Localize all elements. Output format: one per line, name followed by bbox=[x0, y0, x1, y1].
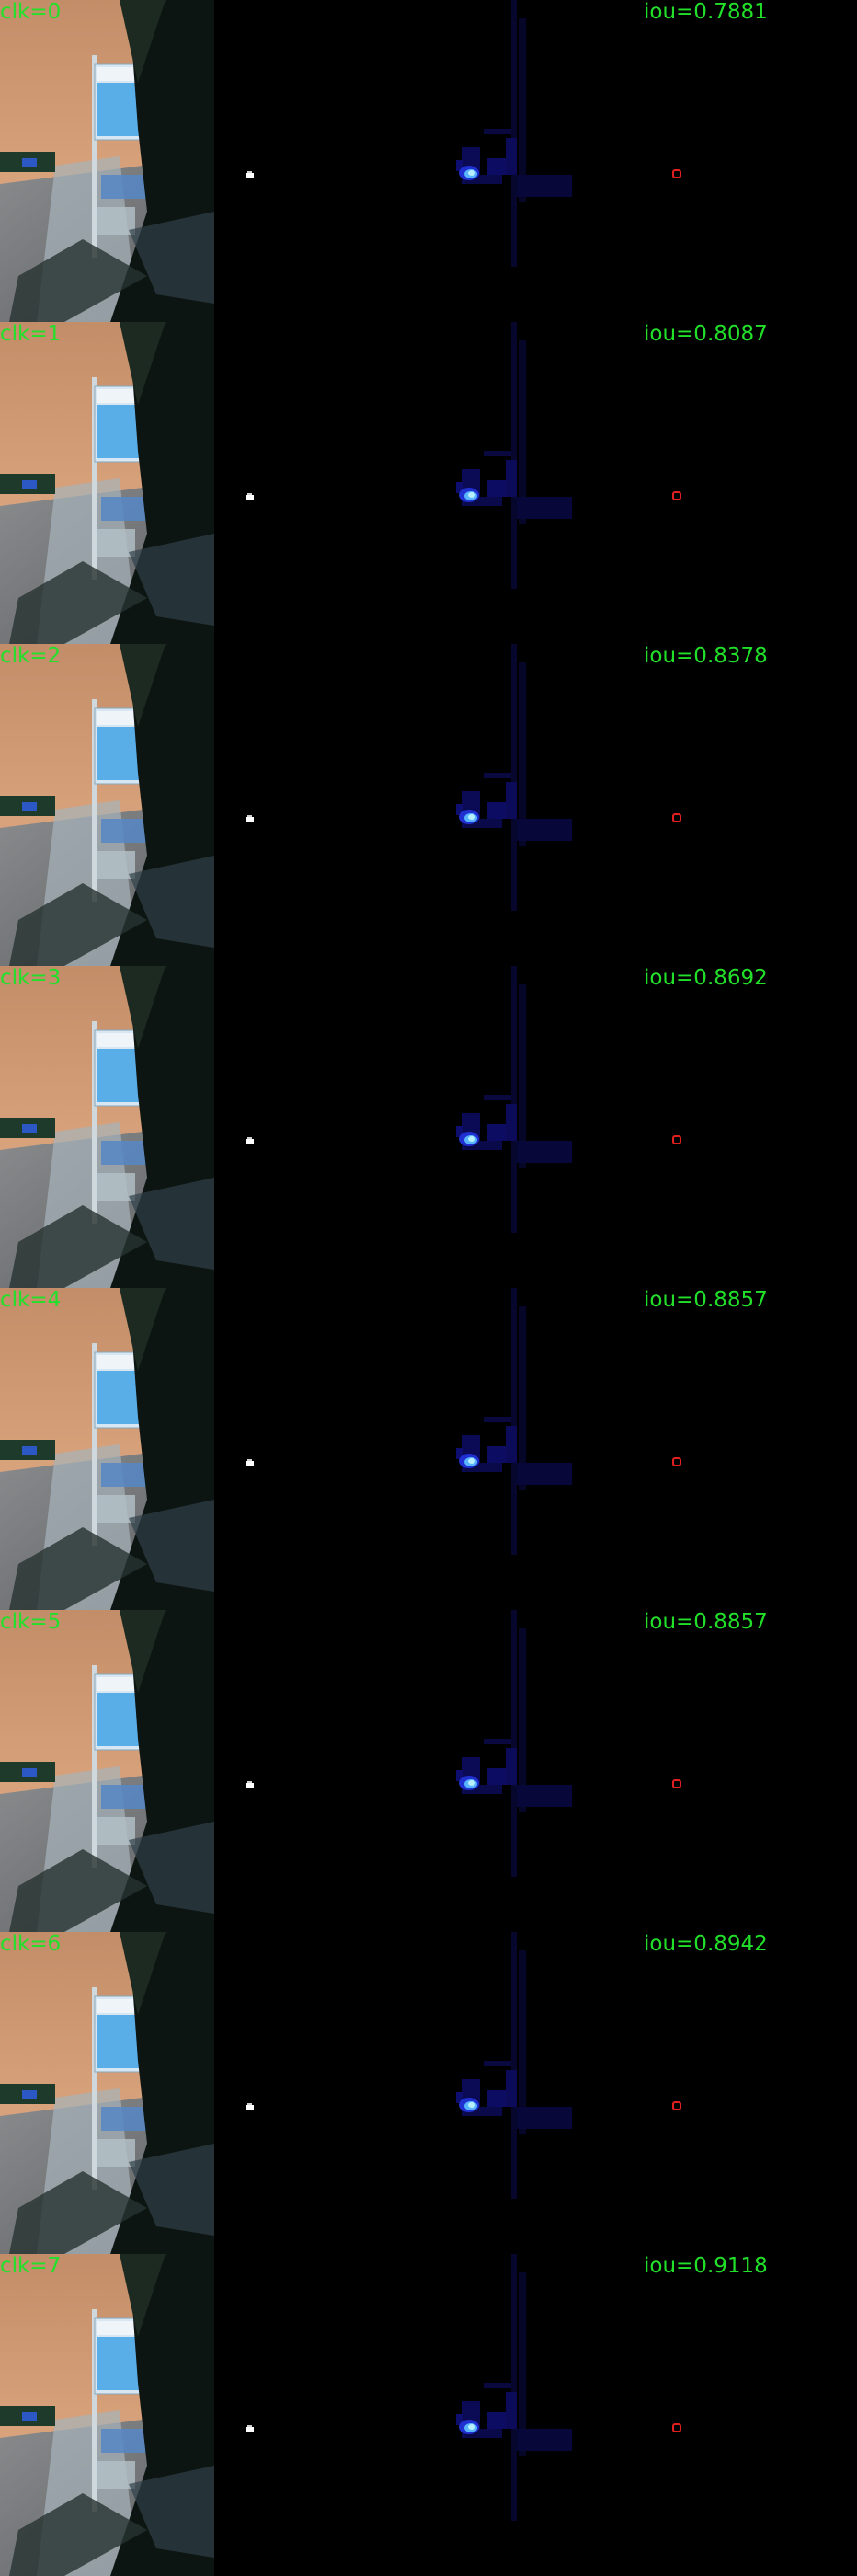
street-scene-image bbox=[0, 966, 214, 1288]
street-photo bbox=[0, 644, 214, 966]
click-mask-image bbox=[246, 2425, 254, 2432]
prediction-panel bbox=[643, 2254, 857, 2576]
input-mask-panel bbox=[214, 1288, 428, 1610]
frame-row: clk=7 iou=0.9118 bbox=[0, 2254, 857, 2576]
frame-row: clk=1 iou=0.8087 bbox=[0, 322, 857, 644]
click-count-label: clk=5 bbox=[0, 1610, 62, 1634]
attention-heatmap-image bbox=[456, 644, 572, 911]
street-scene-image bbox=[0, 322, 214, 644]
input-mask-panel bbox=[214, 0, 428, 322]
prediction-outline-image bbox=[672, 1135, 681, 1144]
street-photo bbox=[0, 2254, 214, 2576]
heatmap-panel bbox=[428, 1932, 643, 2254]
click-count-label: clk=6 bbox=[0, 1932, 62, 1956]
prediction-panel bbox=[643, 966, 857, 1288]
heatmap-panel bbox=[428, 2254, 643, 2576]
attention-heatmap-image bbox=[456, 1932, 572, 2199]
heatmap-panel bbox=[428, 322, 643, 644]
iou-score-label: iou=0.8857 bbox=[644, 1288, 768, 1312]
street-photo bbox=[0, 0, 214, 322]
click-mask-image bbox=[246, 1137, 254, 1144]
street-scene-image bbox=[0, 644, 214, 966]
input-mask-panel bbox=[214, 1610, 428, 1932]
attention-heatmap-image bbox=[456, 1288, 572, 1555]
prediction-panel bbox=[643, 1610, 857, 1932]
street-photo bbox=[0, 966, 214, 1288]
prediction-panel bbox=[643, 0, 857, 322]
attention-heatmap-image bbox=[456, 1610, 572, 1877]
click-count-label: clk=7 bbox=[0, 2254, 62, 2278]
iou-score-label: iou=0.8378 bbox=[644, 644, 768, 668]
attention-heatmap-image bbox=[456, 966, 572, 1233]
frame-row: clk=6 iou=0.8942 bbox=[0, 1932, 857, 2254]
heatmap-panel bbox=[428, 1288, 643, 1610]
attention-heatmap-image bbox=[456, 322, 572, 589]
iou-score-label: iou=0.7881 bbox=[644, 0, 768, 24]
prediction-panel bbox=[643, 644, 857, 966]
street-photo bbox=[0, 322, 214, 644]
frame-row: clk=0 iou=0.7881 bbox=[0, 0, 857, 322]
street-scene-image bbox=[0, 0, 214, 322]
click-count-label: clk=4 bbox=[0, 1288, 62, 1312]
street-scene-image bbox=[0, 1288, 214, 1610]
street-scene-image bbox=[0, 1610, 214, 1932]
iou-score-label: iou=0.8857 bbox=[644, 1610, 768, 1634]
input-mask-panel bbox=[214, 2254, 428, 2576]
prediction-outline-image bbox=[672, 491, 681, 500]
prediction-outline-image bbox=[672, 1457, 681, 1466]
input-mask-panel bbox=[214, 1932, 428, 2254]
prediction-outline-image bbox=[672, 169, 681, 178]
street-photo bbox=[0, 1932, 214, 2254]
heatmap-panel bbox=[428, 0, 643, 322]
frame-row: clk=3 iou=0.8692 bbox=[0, 966, 857, 1288]
prediction-outline-image bbox=[672, 813, 681, 822]
iou-score-label: iou=0.8087 bbox=[644, 322, 768, 346]
heatmap-panel bbox=[428, 644, 643, 966]
click-mask-image bbox=[246, 171, 254, 178]
iou-score-label: iou=0.8942 bbox=[644, 1932, 768, 1956]
click-count-label: clk=2 bbox=[0, 644, 62, 668]
prediction-panel bbox=[643, 1932, 857, 2254]
frame-row: clk=2 iou=0.8378 bbox=[0, 644, 857, 966]
prediction-panel bbox=[643, 1288, 857, 1610]
heatmap-panel bbox=[428, 1610, 643, 1932]
attention-heatmap-image bbox=[456, 2254, 572, 2521]
input-mask-panel bbox=[214, 322, 428, 644]
click-count-label: clk=1 bbox=[0, 322, 62, 346]
click-count-label: clk=3 bbox=[0, 966, 62, 990]
input-mask-panel bbox=[214, 644, 428, 966]
iou-score-label: iou=0.9118 bbox=[644, 2254, 768, 2278]
input-mask-panel bbox=[214, 966, 428, 1288]
prediction-panel bbox=[643, 322, 857, 644]
street-scene-image bbox=[0, 2254, 214, 2576]
frame-row: clk=4 iou=0.8857 bbox=[0, 1288, 857, 1610]
click-mask-image bbox=[246, 2103, 254, 2110]
click-mask-image bbox=[246, 815, 254, 822]
frame-row: clk=5 iou=0.8857 bbox=[0, 1610, 857, 1932]
prediction-outline-image bbox=[672, 1779, 681, 1788]
street-photo bbox=[0, 1610, 214, 1932]
click-count-label: clk=0 bbox=[0, 0, 62, 24]
street-photo bbox=[0, 1288, 214, 1610]
prediction-outline-image bbox=[672, 2423, 681, 2432]
iou-score-label: iou=0.8692 bbox=[644, 966, 768, 990]
click-mask-image bbox=[246, 493, 254, 500]
attention-heatmap-image bbox=[456, 0, 572, 267]
click-mask-image bbox=[246, 1781, 254, 1788]
street-scene-image bbox=[0, 1932, 214, 2254]
heatmap-panel bbox=[428, 966, 643, 1288]
click-mask-image bbox=[246, 1459, 254, 1466]
prediction-outline-image bbox=[672, 2101, 681, 2110]
